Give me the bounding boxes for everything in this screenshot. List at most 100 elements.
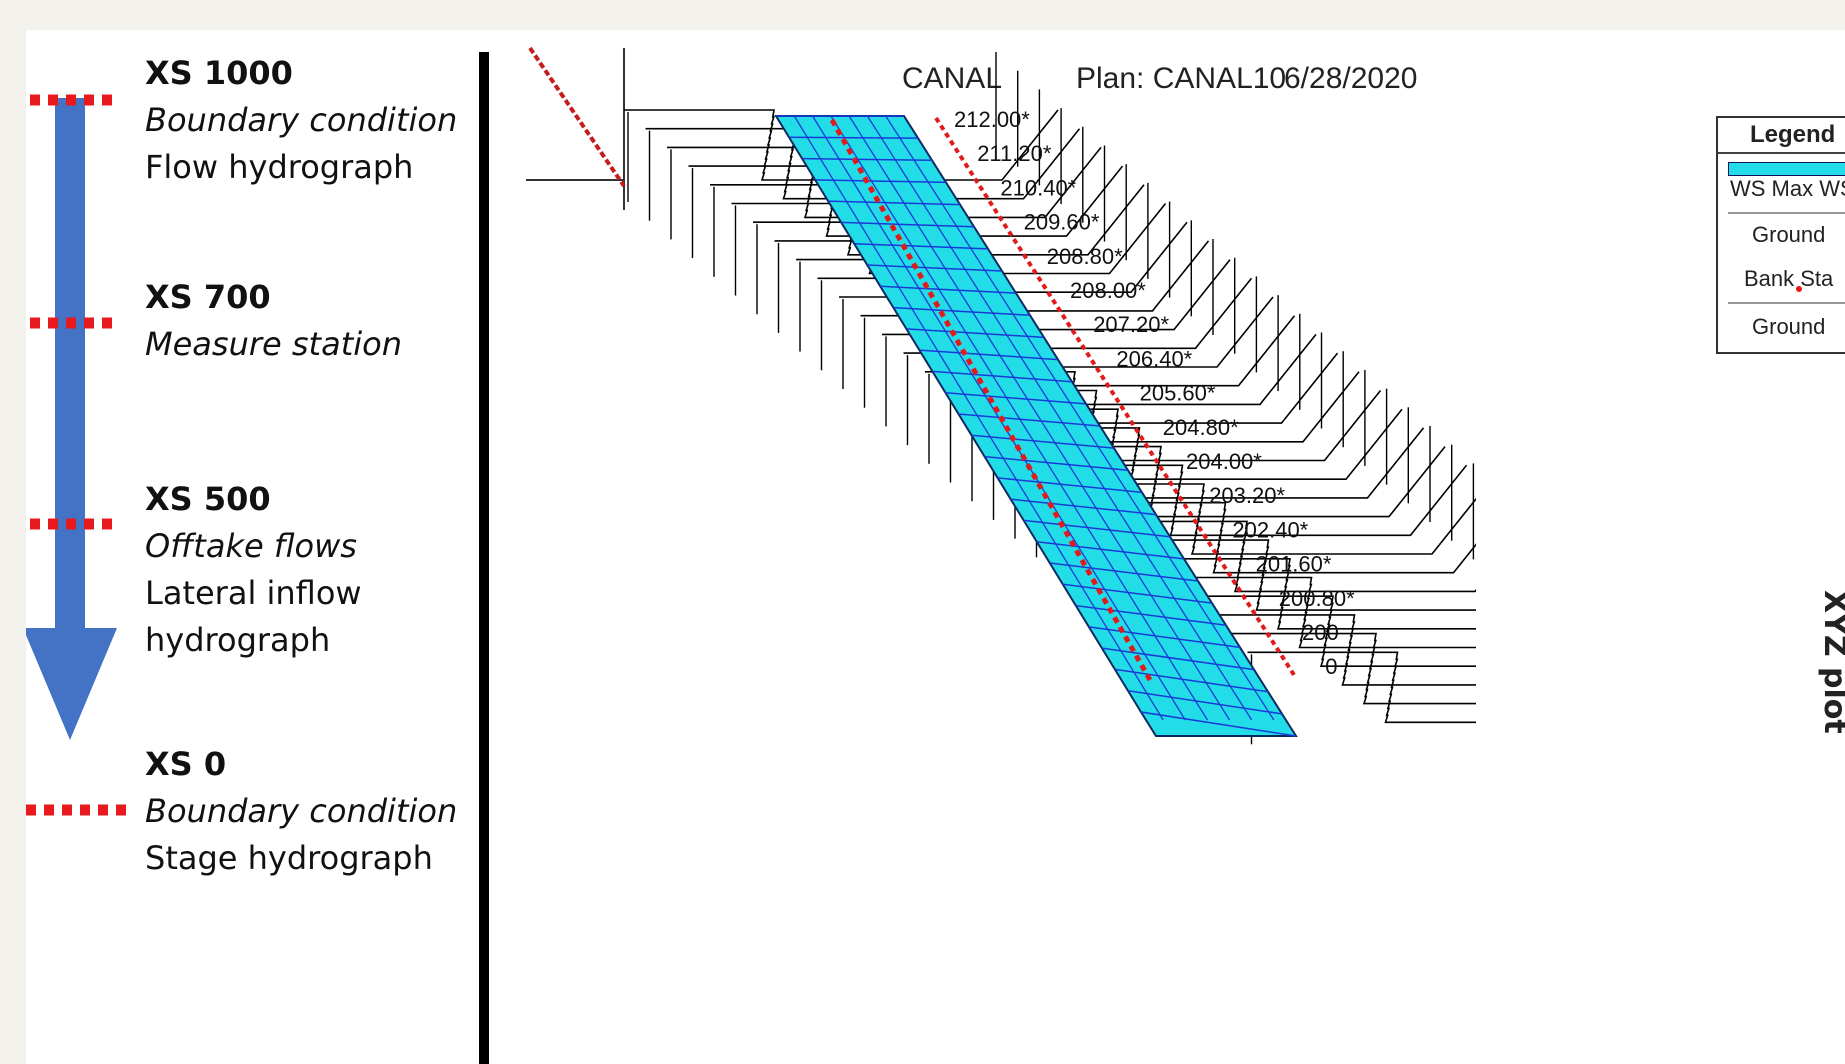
water-grid-line bbox=[971, 434, 1115, 449]
water-grid-line bbox=[1075, 604, 1227, 627]
station-label: 200.80* bbox=[1279, 586, 1355, 611]
station-label: 200 bbox=[1302, 620, 1339, 645]
ground-section bbox=[1183, 595, 1476, 668]
water-grid-line bbox=[1023, 519, 1171, 538]
legend: Legend WS Max WS Ground Bank Sta Ground bbox=[1716, 116, 1845, 354]
ground-section bbox=[1226, 632, 1476, 705]
flow-arrow-shaft bbox=[55, 98, 85, 628]
ground-section bbox=[1032, 464, 1468, 537]
station-labels: 212.00* 211.20* 210.40* 209.60* 208.80* 208.0… bbox=[954, 107, 1355, 679]
water-grid-line bbox=[854, 242, 989, 250]
ground-section bbox=[1118, 539, 1476, 611]
water-grid-line bbox=[802, 157, 933, 162]
xs-700-line-1: Measure station bbox=[145, 325, 402, 363]
xs-1000-block: XS 1000 Boundary condition Flow hydrogra… bbox=[145, 50, 457, 191]
xs-700-block: XS 700 Measure station bbox=[145, 274, 402, 368]
water-grid-line bbox=[906, 328, 1045, 339]
ground-section bbox=[624, 109, 1059, 181]
ground-section bbox=[1161, 576, 1476, 649]
plot-date: 6/28/2020 bbox=[1284, 62, 1417, 95]
water-grid-line bbox=[789, 136, 919, 139]
station-label: 206.40* bbox=[1116, 346, 1192, 371]
ground-section bbox=[1075, 501, 1476, 574]
water-grid-line bbox=[885, 115, 1275, 721]
water-grid-line bbox=[919, 349, 1059, 361]
station-label: 207.20* bbox=[1093, 312, 1169, 337]
water-grid-line bbox=[828, 200, 961, 206]
plot-plan: Plan: CANAL10 bbox=[1076, 62, 1286, 95]
ground-sections bbox=[624, 52, 1476, 745]
water-grid-line bbox=[815, 179, 947, 184]
legend-title: Legend bbox=[1718, 118, 1845, 154]
water-grid-line bbox=[1140, 711, 1297, 737]
station-label: 204.80* bbox=[1163, 415, 1239, 440]
station-label: 211.20* bbox=[977, 141, 1052, 166]
water-grid-line bbox=[1114, 668, 1269, 693]
xs-500-line-2: Lateral inflow bbox=[145, 574, 362, 612]
xs-500-title: XS 500 bbox=[145, 480, 271, 518]
water-grid-line bbox=[945, 391, 1087, 405]
xs-700-title: XS 700 bbox=[145, 278, 271, 316]
water-grid-line bbox=[958, 413, 1101, 427]
water-grid-line bbox=[893, 306, 1031, 317]
station-label: 212.00* bbox=[954, 107, 1030, 132]
plot-title: CANAL bbox=[902, 62, 1002, 95]
canal-schematic bbox=[26, 94, 126, 816]
station-label: 204.00* bbox=[1186, 449, 1262, 474]
xs-0-title: XS 0 bbox=[145, 745, 227, 783]
legend-separator-2 bbox=[1728, 302, 1845, 304]
divider-bar bbox=[479, 52, 489, 1064]
water-grid-line bbox=[1062, 583, 1213, 604]
ground-section bbox=[645, 127, 1081, 200]
water-grid-line bbox=[793, 115, 1164, 721]
water-grid-line bbox=[880, 285, 1017, 294]
xyz-plot-label: XYZ plot bbox=[1817, 590, 1845, 734]
ground-section bbox=[1054, 483, 1476, 555]
xs-0-line-1: Boundary condition bbox=[145, 792, 458, 830]
xs-1000-line-2: Flow hydrograph bbox=[145, 148, 414, 186]
water-grid-line bbox=[1101, 647, 1255, 671]
xs-500-block: XS 500 Offtake flows Lateral inflow hydr… bbox=[145, 476, 362, 664]
ground-section bbox=[1097, 520, 1476, 593]
water-grid-line bbox=[841, 221, 975, 228]
xyz-perspective-plot: CANAL Plan: CANAL10 6/28/2020 212.00* 211… bbox=[526, 46, 1476, 745]
water-grid-line bbox=[1127, 689, 1283, 715]
bank-station-line bbox=[829, 118, 1153, 682]
water-grid-line bbox=[1088, 626, 1241, 649]
xs-0-line-2: Stage hydrograph bbox=[145, 839, 433, 877]
water-grid-line bbox=[867, 264, 1003, 272]
legend-ws-swatch bbox=[1728, 162, 1845, 176]
xs-0-block: XS 0 Boundary condition Stage hydrograph bbox=[145, 741, 457, 882]
ground-section bbox=[1247, 651, 1476, 724]
xs-1000-title: XS 1000 bbox=[145, 54, 293, 92]
ground-section bbox=[1204, 614, 1476, 686]
figure-panel: XS 1000 Boundary condition Flow hydrogra… bbox=[26, 30, 1845, 1064]
legend-separator bbox=[1728, 212, 1845, 214]
legend-bank-marker bbox=[1796, 286, 1802, 292]
water-grid-line bbox=[932, 370, 1073, 383]
legend-item-ground-2: Ground bbox=[1752, 314, 1826, 339]
water-grid-line bbox=[830, 115, 1208, 721]
legend-item-ground: Ground bbox=[1752, 222, 1826, 247]
xs-500-line-3: hydrograph bbox=[145, 621, 331, 659]
station-label: 203.20* bbox=[1209, 483, 1285, 508]
right-bank-line bbox=[934, 116, 1298, 680]
plot-axis-diagonal bbox=[528, 46, 626, 188]
ground-section bbox=[1140, 557, 1476, 630]
station-label: 0 bbox=[1325, 654, 1337, 679]
water-grid-line bbox=[866, 115, 1253, 721]
station-label: 208.00* bbox=[1070, 278, 1146, 303]
water-grid-line bbox=[997, 477, 1143, 494]
water-grid-line bbox=[1036, 540, 1185, 560]
water-grid-line bbox=[1049, 562, 1199, 582]
water-grid-line bbox=[1010, 498, 1157, 516]
xs-500-line-1: Offtake flows bbox=[145, 527, 357, 565]
water-grid-line bbox=[848, 115, 1231, 721]
station-label: 209.60* bbox=[1024, 210, 1100, 235]
flow-arrow-head bbox=[26, 628, 117, 740]
station-label: 202.40* bbox=[1232, 517, 1308, 542]
station-label: 208.80* bbox=[1047, 244, 1123, 269]
station-label: 210.40* bbox=[1000, 175, 1076, 200]
station-label: 201.60* bbox=[1256, 552, 1332, 577]
station-label: 205.60* bbox=[1140, 381, 1216, 406]
